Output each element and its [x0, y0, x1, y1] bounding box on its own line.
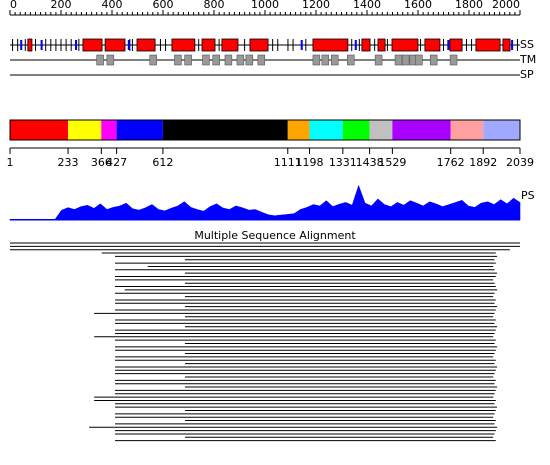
domain-label: 1438 [356, 156, 384, 169]
helix [312, 38, 349, 52]
helix [136, 38, 156, 52]
strand [354, 40, 357, 50]
ruler-label: 600 [153, 0, 174, 11]
strand [40, 40, 43, 50]
domain [450, 120, 484, 140]
domain [68, 120, 102, 140]
domain-frame [9, 119, 521, 141]
domain-label: 427 [106, 156, 127, 169]
ruler-label: 200 [51, 0, 72, 11]
ruler-label: 1800 [455, 0, 483, 11]
domain [342, 120, 370, 140]
domain [101, 120, 117, 140]
domain-label: 1529 [378, 156, 406, 169]
tm-segment [415, 54, 423, 66]
track-label: PS [521, 189, 535, 202]
tm-segment [312, 54, 321, 66]
helix [104, 38, 126, 52]
tm-segment [236, 54, 245, 66]
helix [424, 38, 441, 52]
domain-label: 233 [58, 156, 79, 169]
domain-label: 1892 [469, 156, 497, 169]
strand [75, 40, 78, 50]
tm-segment [347, 54, 355, 66]
domain [483, 120, 520, 140]
helix [391, 38, 419, 52]
helix [27, 38, 33, 52]
strand [20, 40, 23, 50]
ruler-label: 1200 [302, 0, 330, 11]
domain [162, 120, 288, 140]
ruler-label: 1000 [251, 0, 279, 11]
track-label: TM [519, 53, 536, 66]
tm-segment [174, 54, 182, 66]
tm-segment [394, 54, 403, 66]
domain-label: 1331 [329, 156, 357, 169]
domain-label: 366 [91, 156, 112, 169]
helix [171, 38, 196, 52]
tm-segment [245, 54, 254, 66]
domain-label: 1 [7, 156, 14, 169]
tm-segment [149, 54, 157, 66]
domain [287, 120, 310, 140]
tm-segment [184, 54, 192, 66]
domain [309, 120, 343, 140]
tm-segment [96, 54, 104, 66]
helix [201, 38, 216, 52]
track-label: SP [520, 68, 534, 81]
tm-segment [202, 54, 210, 66]
tm-segment [106, 54, 115, 66]
tm-segment [449, 54, 458, 66]
domain-label: 612 [152, 156, 173, 169]
domain [10, 120, 69, 140]
tm-segment [429, 54, 438, 66]
strand [511, 40, 514, 50]
strand [447, 40, 450, 50]
helix [82, 38, 103, 52]
strand [127, 40, 130, 50]
tm-segment [212, 54, 220, 66]
helix [475, 38, 501, 52]
domain-label: 1198 [296, 156, 324, 169]
tm-segment [257, 54, 266, 66]
tm-segment [321, 54, 330, 66]
ruler-label: 0 [10, 0, 17, 11]
ruler-label: 400 [102, 0, 123, 11]
ruler-label: 1400 [353, 0, 381, 11]
helix [361, 38, 371, 52]
helix [502, 38, 511, 52]
tm-segment [330, 54, 339, 66]
domain-label: 1762 [437, 156, 465, 169]
domain-label: 2039 [506, 156, 534, 169]
helix [249, 38, 269, 52]
msa-title: Multiple Sequence Alignment [194, 229, 356, 242]
domain [369, 120, 393, 140]
tm-segment [224, 54, 233, 66]
tm-segment [374, 54, 383, 66]
ruler-label: 1600 [404, 0, 432, 11]
helix [449, 38, 463, 52]
track-label: SS [520, 38, 534, 51]
domain [116, 120, 163, 140]
strand [300, 40, 303, 50]
helix [377, 38, 386, 52]
ruler-label: 2000 [492, 0, 520, 11]
helix [221, 38, 239, 52]
ps-profile [9, 184, 521, 221]
domain [392, 120, 451, 140]
domain-label: 1111 [274, 156, 302, 169]
tm-segment [401, 54, 410, 66]
ruler-label: 800 [204, 0, 225, 11]
